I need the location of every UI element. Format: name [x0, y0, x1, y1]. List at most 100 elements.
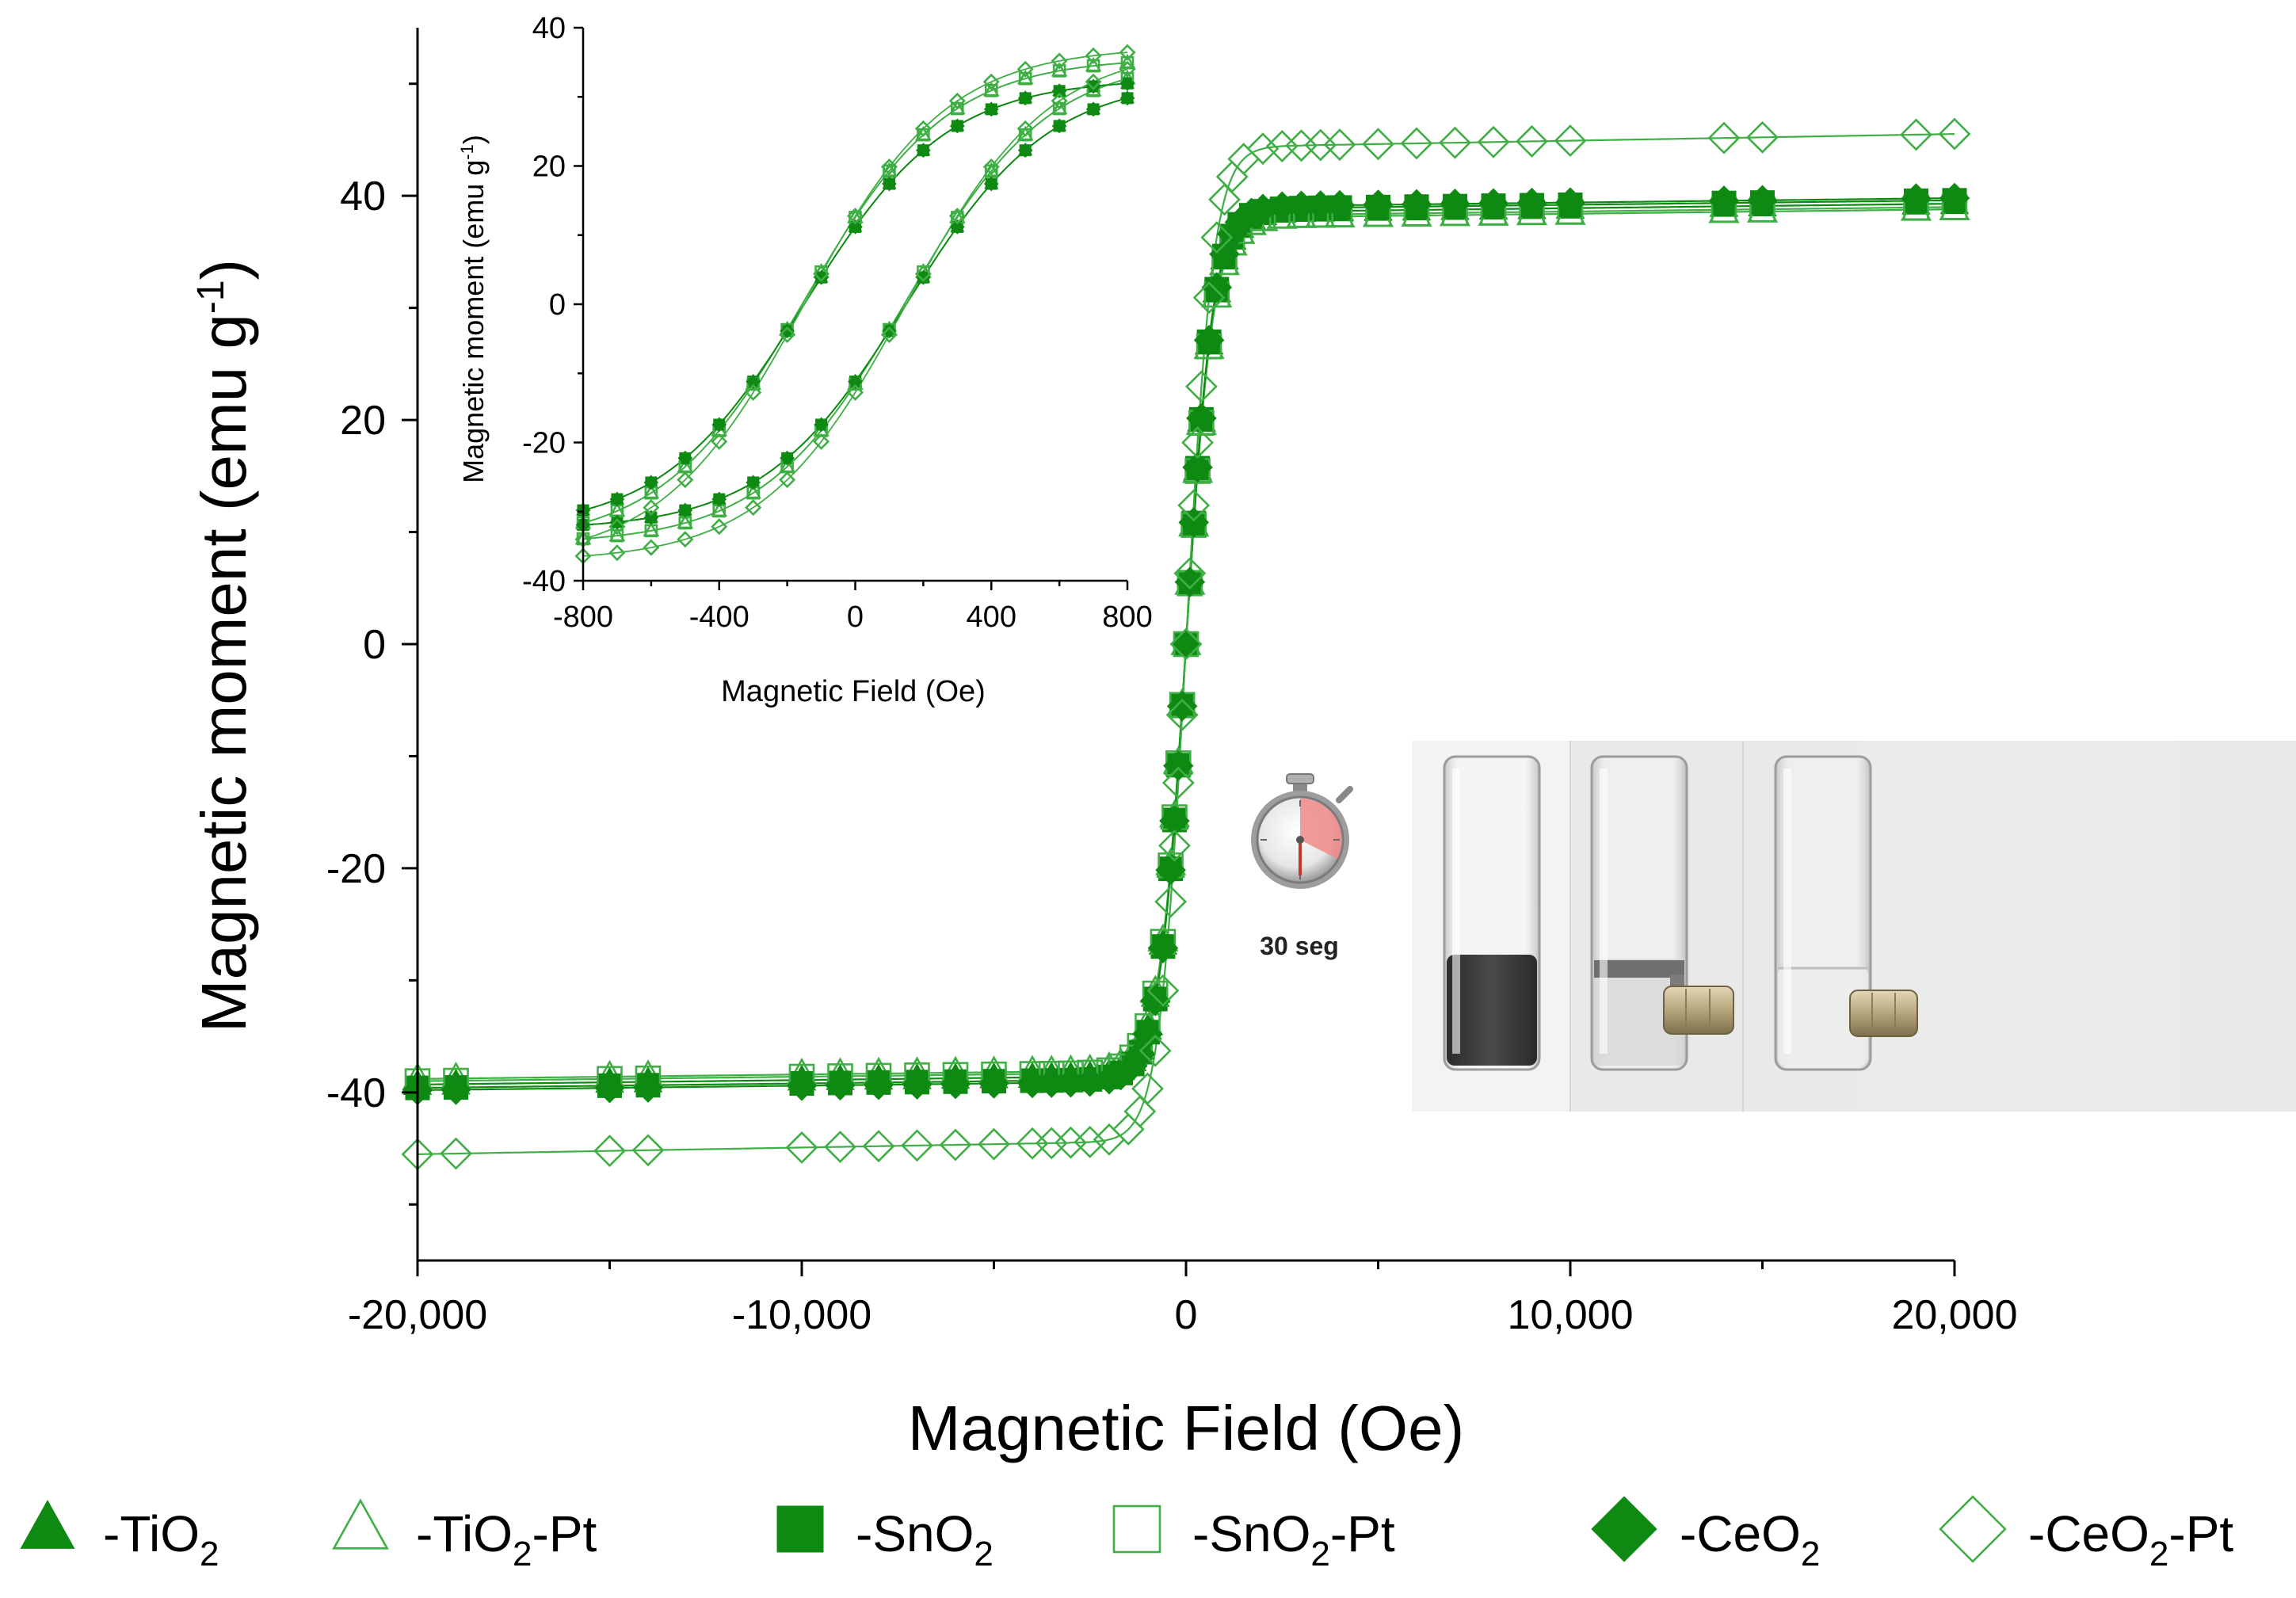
main-x-tick-label: -20,000: [348, 1292, 487, 1338]
inset-y-tick-label: 20: [532, 151, 566, 184]
main-data-point: [441, 1074, 471, 1105]
main-data-point: [631, 1134, 665, 1167]
main-data-point: [1938, 117, 1971, 151]
inset-data-point: [848, 374, 863, 389]
main-data-point: [1400, 127, 1433, 160]
inset-data-point: [846, 383, 864, 401]
main-data-point: [1154, 885, 1188, 918]
main-y-axis-label-end: ): [189, 259, 259, 280]
stopwatch-icon: [1251, 773, 1353, 889]
inset-data-point: [949, 219, 965, 235]
main-data-point: [1440, 189, 1470, 219]
legend-item: -TiO2: [20, 1500, 219, 1573]
main-data-point: [1192, 281, 1226, 315]
inset-data-point: [1016, 60, 1034, 78]
legend-item: -SnO2-Pt: [1112, 1505, 1395, 1573]
main-data-point: [1184, 370, 1218, 403]
inset-data-point: [677, 531, 694, 548]
main-data-point: [940, 1068, 971, 1100]
vial-separated: [1774, 755, 1918, 1071]
legend-label-base: -CeO: [1680, 1505, 1801, 1562]
main-y-axis-label-text: Magnetic moment (emu g: [189, 314, 259, 1032]
timer-label: 30 seg: [1260, 932, 1339, 960]
main-data-point: [440, 1137, 472, 1170]
inset-x-tick-label: -800: [553, 601, 613, 634]
inset-data-point: [1052, 64, 1066, 78]
inset-data-point: [1018, 128, 1032, 142]
inset-data-point: [1119, 90, 1135, 106]
inset-data-point: [917, 128, 930, 142]
inset-data-point: [608, 544, 626, 562]
legend-label: -SnO2: [856, 1505, 994, 1573]
inset-data-point: [711, 491, 727, 507]
main-data-point: [1139, 985, 1171, 1016]
legend-label: -CeO2-Pt: [2028, 1505, 2233, 1573]
vial-dispersed: [1443, 755, 1541, 1071]
vial-separating: [1590, 755, 1734, 1071]
inset-data-point: [1017, 143, 1033, 158]
inset-data-point: [644, 524, 658, 538]
inset-data-point: [1085, 73, 1102, 90]
main-data-point: [939, 1128, 972, 1161]
inset-data-point: [745, 383, 762, 401]
legend-label-sub: 2: [974, 1535, 993, 1573]
legend-label-sub: 2: [513, 1535, 532, 1573]
main-data-point: [1182, 452, 1213, 483]
legend-label-tail: -Pt: [1330, 1505, 1395, 1562]
legend-item: -CeO2: [1591, 1496, 1820, 1573]
inset-data-point: [779, 471, 796, 489]
main-ticks: -20,000 -10,000 0 10,000 20,000 -40 -20 0 20 40: [326, 82, 2018, 1338]
main-data-point: [901, 1129, 933, 1162]
inset-data-point: [948, 208, 966, 225]
inset-data-point: [609, 491, 625, 507]
main-data-point: [1173, 557, 1207, 590]
inset-y-tick-label: -20: [522, 427, 566, 460]
main-markers: [401, 117, 1971, 1171]
inset-data-point: [643, 475, 659, 490]
main-data-point: [1208, 183, 1241, 216]
inset-data-point: [880, 158, 898, 176]
main-data-point: [786, 1070, 818, 1101]
main-data-point: [1747, 185, 1778, 216]
main-x-tick-label: 10,000: [1507, 1292, 1633, 1338]
inset-data-point: [609, 514, 625, 530]
inset-data-point: [983, 101, 999, 117]
inset-data-point: [1051, 52, 1068, 70]
inset-ticks: -800 -400 0 400 800 -40 -20 0 20 40: [522, 12, 1153, 634]
main-x-tick-label: 20,000: [1891, 1292, 2017, 1338]
legend-label: -SnO2-Pt: [1192, 1505, 1395, 1573]
main-data-point: [1161, 766, 1195, 799]
inset-data-point: [984, 84, 998, 97]
inset-data-point: [780, 323, 795, 339]
inset-data-point: [1017, 90, 1033, 106]
main-data-point: [1901, 183, 1932, 214]
main-data-point: [1362, 128, 1394, 161]
inset-series-line: [582, 68, 1128, 557]
inset-x-axis-label: Magnetic Field (Oe): [721, 675, 986, 708]
legend-label-base: -CeO: [2028, 1505, 2149, 1562]
main-data-point: [632, 1072, 664, 1103]
legend-label: -CeO2: [1680, 1505, 1820, 1573]
inset-data-point: [1086, 59, 1100, 73]
main-data-point: [1401, 189, 1432, 220]
main-data-point: [1158, 829, 1191, 862]
main-y-tick-label: 40: [340, 174, 386, 219]
main-data-point: [1246, 132, 1280, 166]
main-data-point: [1363, 189, 1394, 220]
main-data-point: [862, 1130, 895, 1163]
inset-data-point: [882, 323, 897, 339]
inset-data-point: [1119, 75, 1135, 91]
main-data-point: [1146, 974, 1180, 1007]
inset-x-tick-label: -400: [689, 601, 749, 634]
legend-marker: [1939, 1495, 2007, 1563]
main-data-point: [1201, 272, 1233, 303]
main-data-point: [1181, 426, 1214, 460]
inset-x-tick-label: 800: [1102, 601, 1152, 634]
legend-label-sub: 2: [1310, 1535, 1329, 1573]
inset-data-point: [813, 433, 830, 450]
main-data-point: [1138, 1034, 1172, 1067]
inset-data-point: [1119, 60, 1136, 78]
inset-data-point: [746, 475, 761, 490]
inset-x-tick-label: 0: [847, 601, 864, 634]
main-data-point: [1159, 805, 1190, 837]
